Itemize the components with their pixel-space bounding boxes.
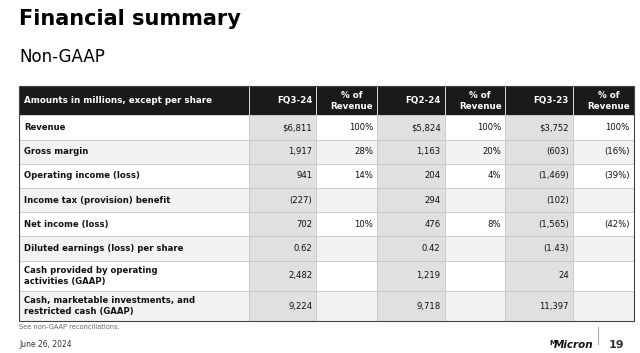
Text: 14%: 14% [355,172,373,180]
Text: $5,824: $5,824 [411,123,441,132]
Text: Operating income (loss): Operating income (loss) [24,172,140,180]
Text: 1,163: 1,163 [417,147,441,156]
Text: (603): (603) [547,147,569,156]
Text: 9,718: 9,718 [417,301,441,311]
Text: $3,752: $3,752 [540,123,569,132]
Text: 476: 476 [424,220,441,229]
Text: (1.43): (1.43) [543,244,569,253]
Text: 100%: 100% [477,123,502,132]
Text: (227): (227) [290,196,312,205]
Text: 24: 24 [558,271,569,280]
Text: (1,469): (1,469) [538,172,569,180]
Text: % of
Revenue: % of Revenue [587,91,630,110]
Text: 204: 204 [424,172,441,180]
Text: Financial summary: Financial summary [19,9,241,29]
Text: See non-GAAP reconciliations.: See non-GAAP reconciliations. [19,324,120,330]
Text: FQ3-24: FQ3-24 [277,96,312,106]
Text: (102): (102) [547,196,569,205]
Text: Non-GAAP: Non-GAAP [19,48,105,66]
Text: $6,811: $6,811 [283,123,312,132]
Text: 702: 702 [296,220,312,229]
Text: 10%: 10% [355,220,373,229]
Text: 294: 294 [424,196,441,205]
Text: % of
Revenue: % of Revenue [331,91,373,110]
Text: (1,565): (1,565) [538,220,569,229]
Text: 100%: 100% [349,123,373,132]
Text: 1,917: 1,917 [288,147,312,156]
Text: 2,482: 2,482 [288,271,312,280]
Text: (39%): (39%) [604,172,630,180]
Text: % of
Revenue: % of Revenue [459,91,502,110]
Text: Income tax (provision) benefit: Income tax (provision) benefit [24,196,171,205]
Text: 100%: 100% [605,123,630,132]
Text: (42%): (42%) [604,220,630,229]
Text: 4%: 4% [488,172,502,180]
Text: Diluted earnings (loss) per share: Diluted earnings (loss) per share [24,244,184,253]
Text: Cash provided by operating
activities (GAAP): Cash provided by operating activities (G… [24,266,158,286]
Text: 20%: 20% [483,147,502,156]
Text: 1,219: 1,219 [417,271,441,280]
Text: 28%: 28% [354,147,373,156]
Text: Gross margin: Gross margin [24,147,89,156]
Text: Amounts in millions, except per share: Amounts in millions, except per share [24,96,212,106]
Text: 9,224: 9,224 [288,301,312,311]
Text: 941: 941 [296,172,312,180]
Text: FQ2-24: FQ2-24 [405,96,441,106]
Text: 0.42: 0.42 [422,244,441,253]
Text: M: M [549,340,556,346]
Text: FQ3-23: FQ3-23 [534,96,569,106]
Text: (16%): (16%) [604,147,630,156]
Text: Micron: Micron [554,340,593,349]
Text: June 26, 2024: June 26, 2024 [19,340,72,348]
Text: Cash, marketable investments, and
restricted cash (GAAP): Cash, marketable investments, and restri… [24,297,195,316]
Text: Revenue: Revenue [24,123,66,132]
Text: Net income (loss): Net income (loss) [24,220,109,229]
Text: 11,397: 11,397 [540,301,569,311]
Text: 19: 19 [609,340,624,349]
Text: 0.62: 0.62 [294,244,312,253]
Text: 8%: 8% [488,220,502,229]
